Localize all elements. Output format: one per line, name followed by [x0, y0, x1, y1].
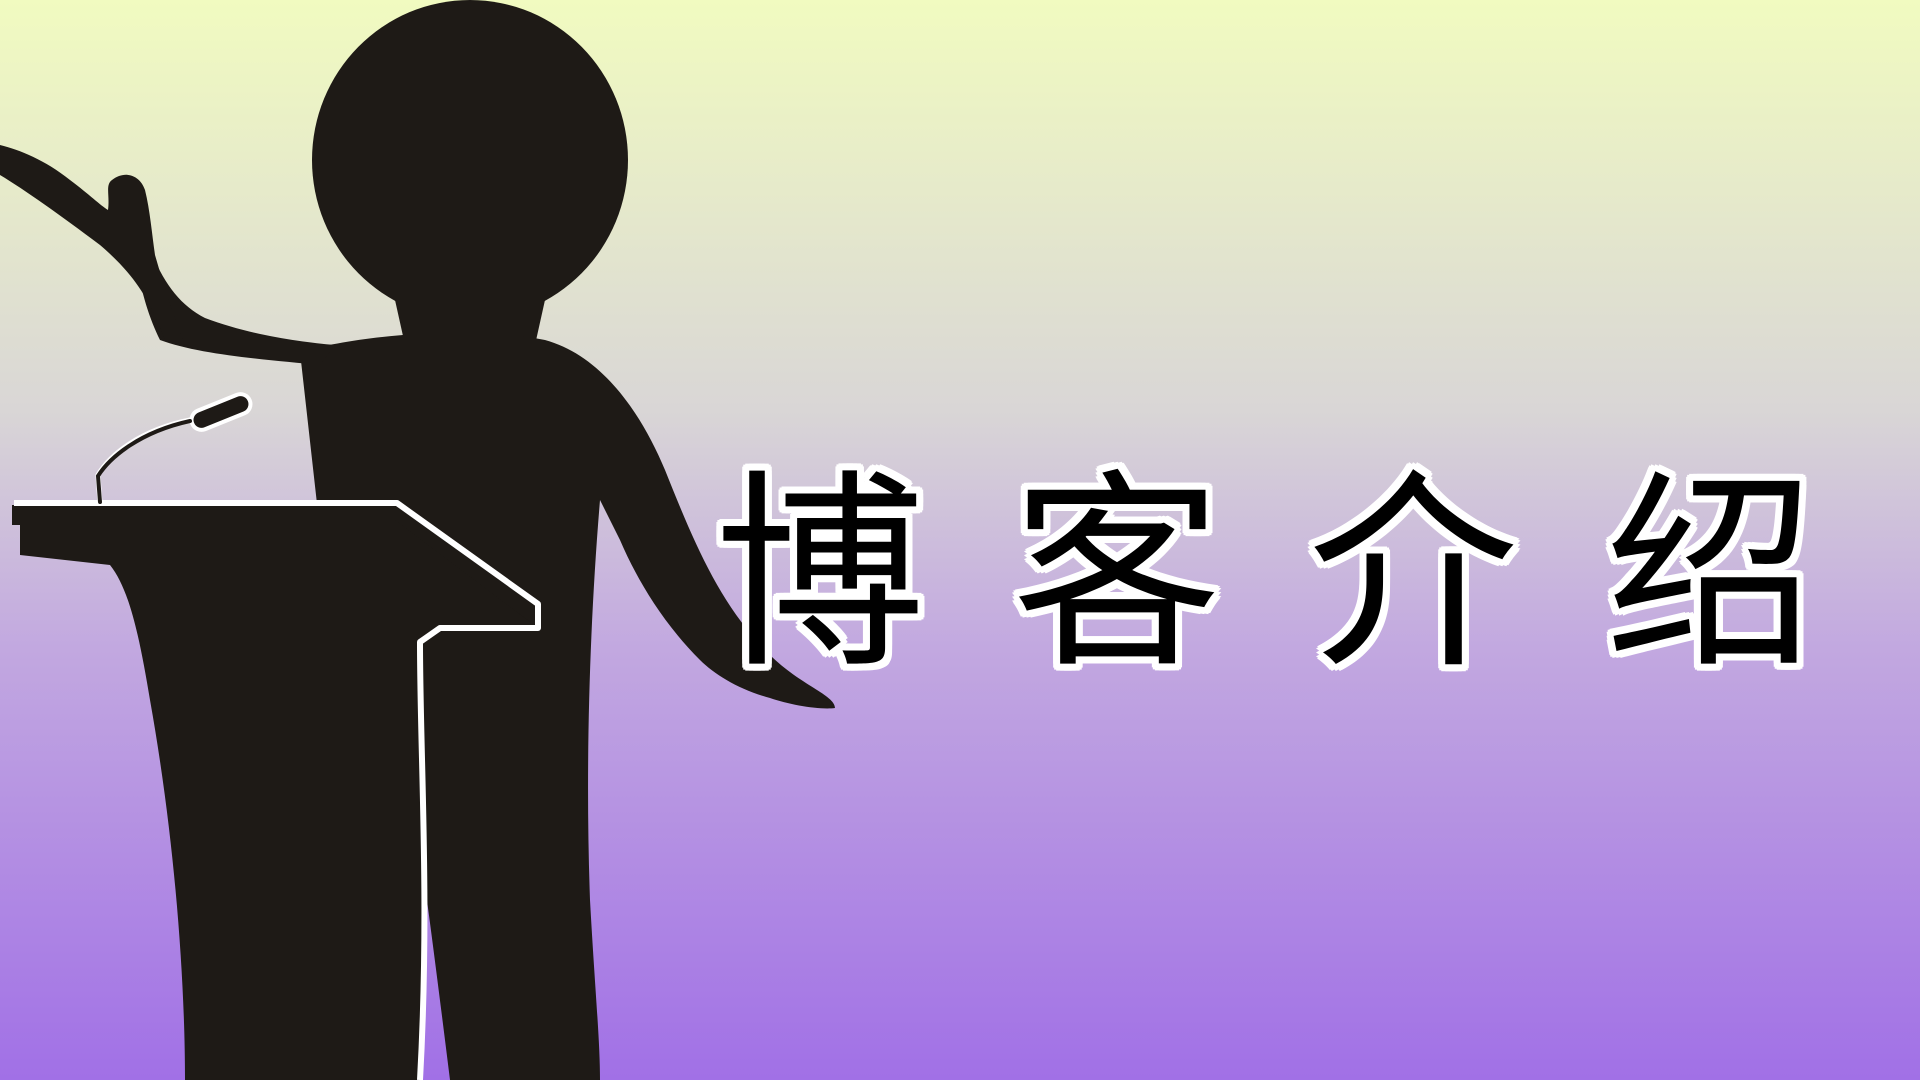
microphone-head [189, 392, 253, 432]
speaker-head [312, 0, 628, 320]
title-char-3: 介 [1308, 452, 1519, 697]
podium-top [12, 505, 535, 625]
podium-body [20, 520, 530, 1080]
speaker-raised-hand [0, 145, 185, 345]
speaker-torso [300, 332, 835, 1080]
title-char-2: 客 [1011, 452, 1222, 697]
podium-outline [14, 500, 541, 1080]
speaker-raised-arm [138, 250, 335, 365]
page-title: 博 客 介 绍 [690, 440, 1840, 710]
title-char-4: 绍 [1604, 452, 1815, 697]
title-char-1: 博 [714, 452, 925, 697]
